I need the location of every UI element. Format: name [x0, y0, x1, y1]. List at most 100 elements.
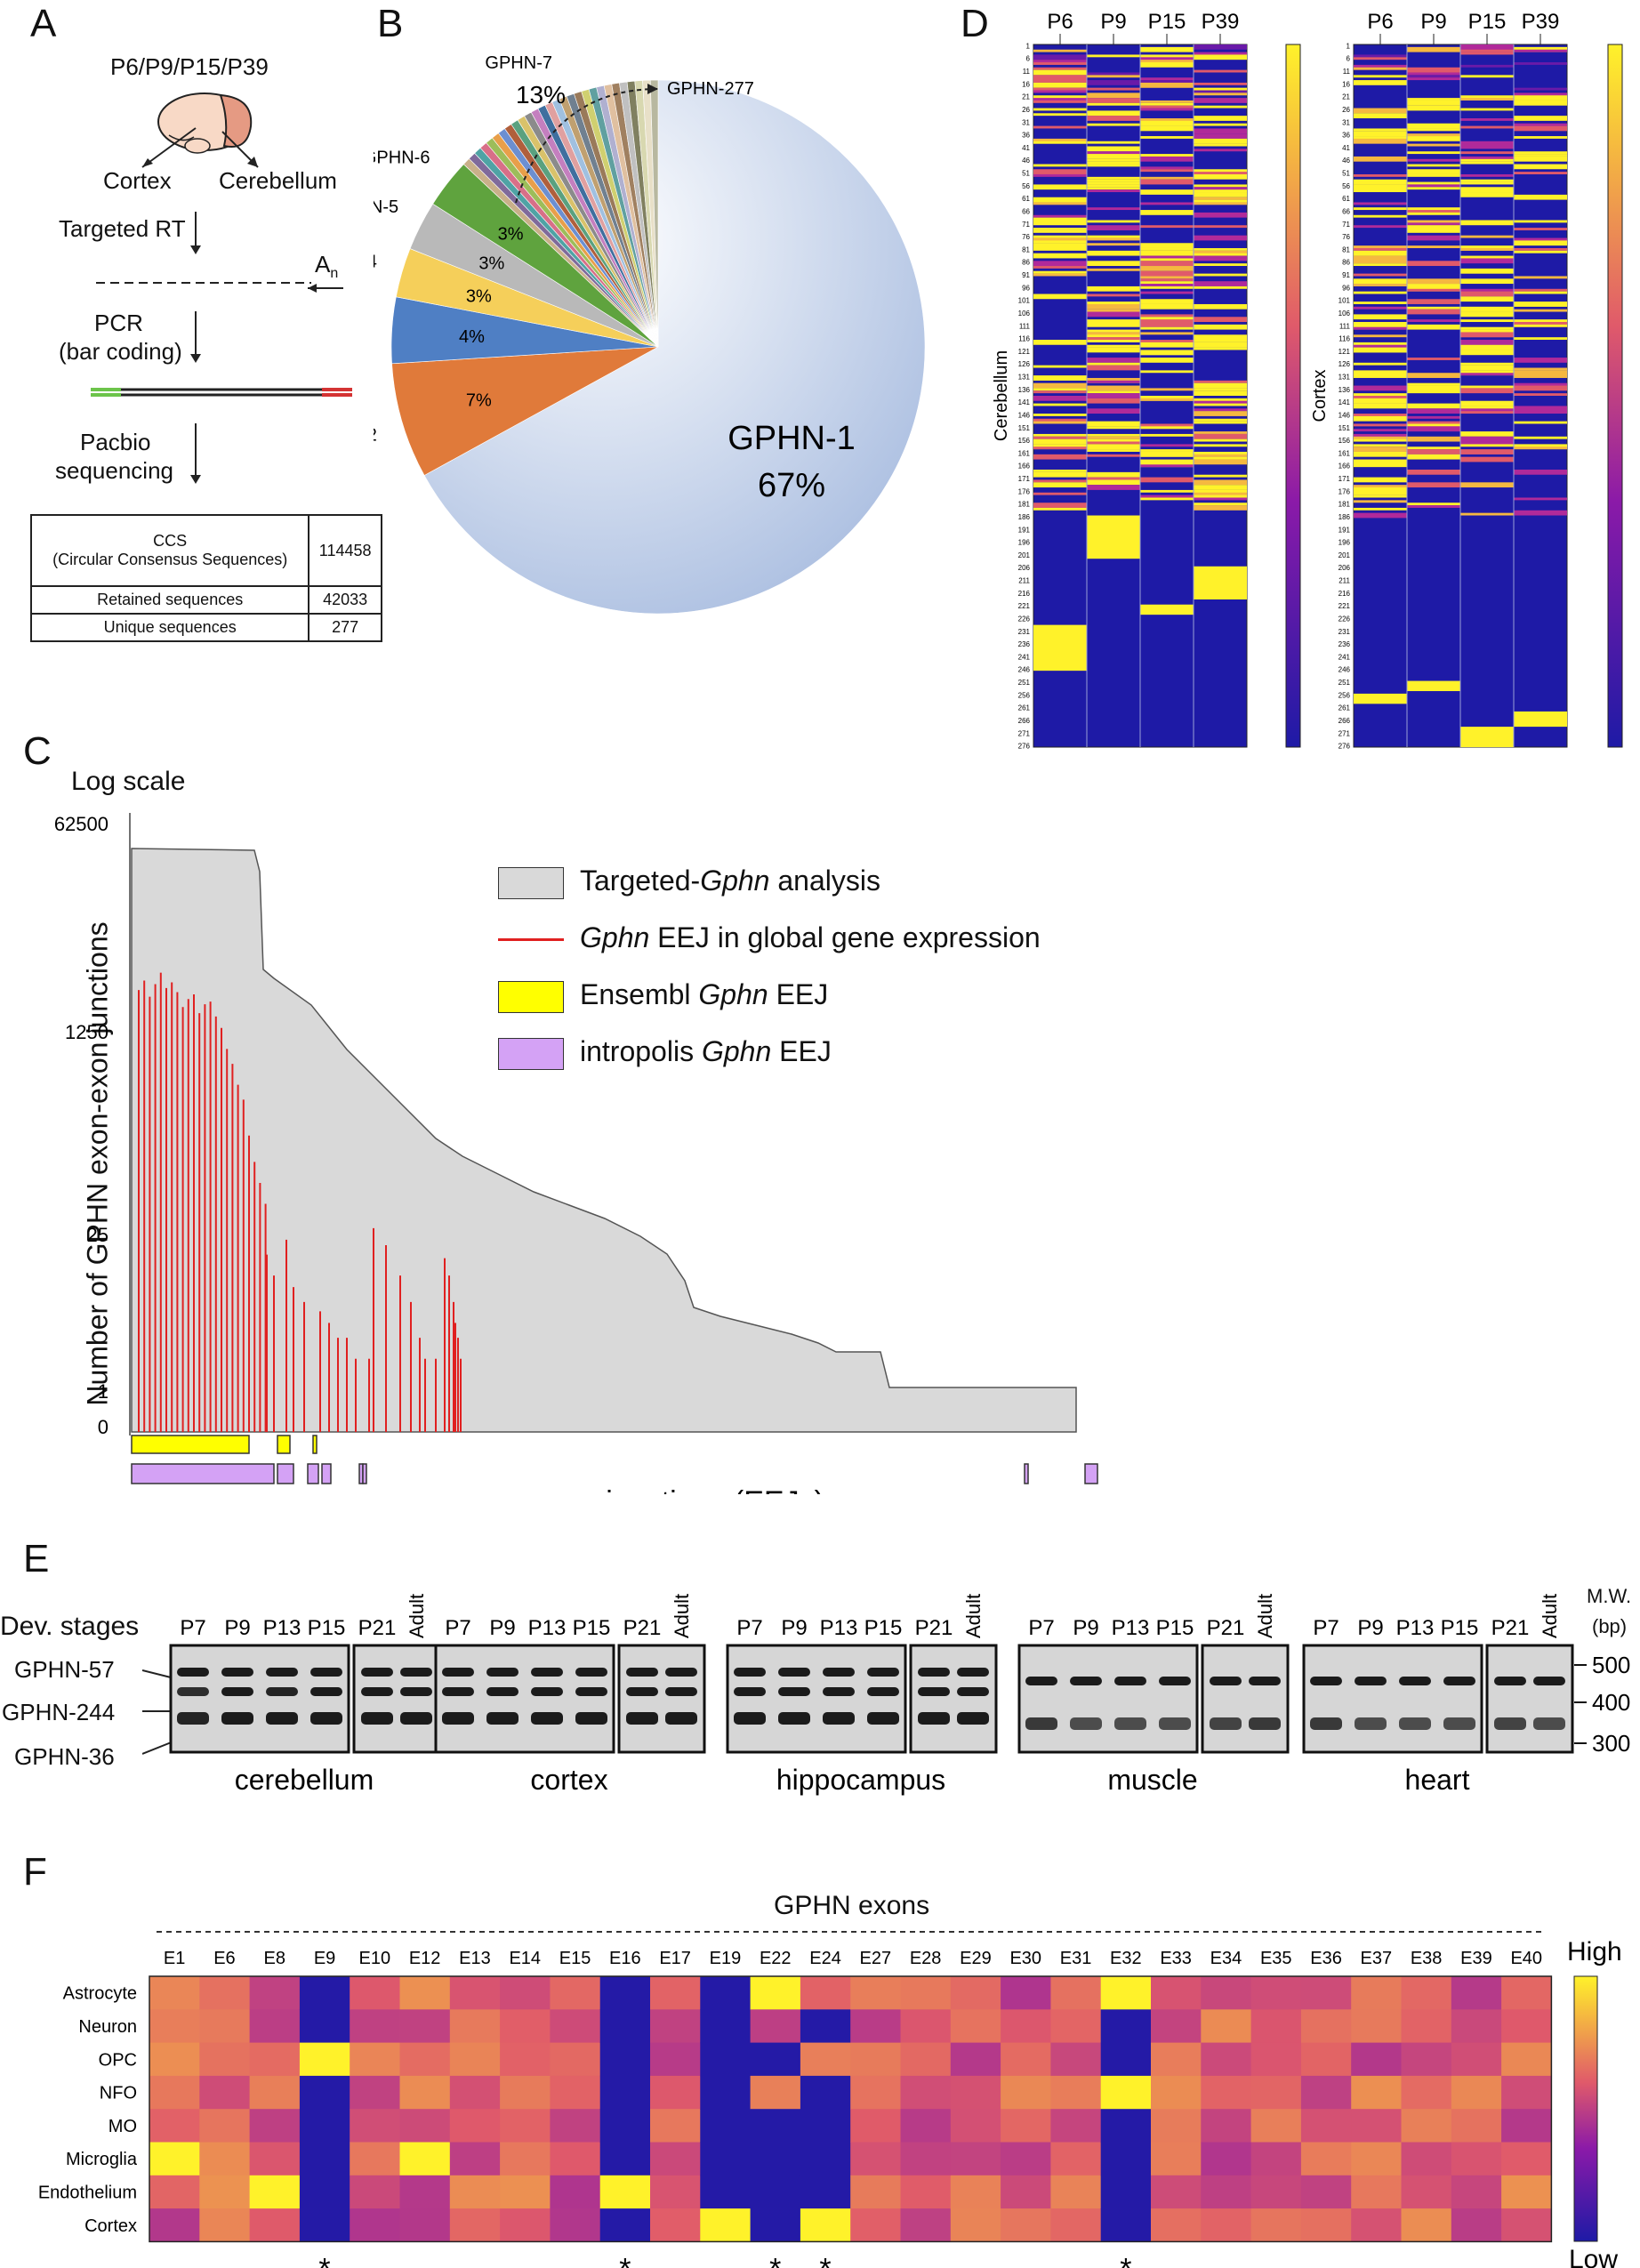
heatmap-cell: [1140, 84, 1194, 88]
heatmap-cell: [1194, 286, 1247, 289]
gel-band: [221, 1687, 253, 1696]
heatmap-cell: [1194, 317, 1247, 322]
exon-heatmap-title: GPHN exons: [774, 1891, 930, 1920]
exon-heatmap-cell: [350, 2009, 400, 2044]
heatmap-cell: [1087, 72, 1140, 76]
eej-annotation-tracks: [131, 1435, 1098, 1484]
row-tick-label: 196: [1018, 539, 1031, 547]
heatmap-cell: [1087, 123, 1140, 126]
heatmap-cell: [1514, 408, 1567, 414]
heatmap-cell: [1140, 225, 1194, 229]
heatmap-cell: [1087, 154, 1140, 159]
heatmap-cell: [1194, 438, 1247, 442]
heatmap-cell: [1087, 261, 1140, 267]
exon-heatmap-cell: [1401, 1976, 1452, 2010]
exon-column-label: E6: [213, 1949, 235, 1968]
tissue-label: cerebellum: [235, 1764, 374, 1796]
heatmap-cell: [1140, 202, 1194, 205]
row-tick-label: 46: [1022, 157, 1030, 165]
heatmap-cell: [1194, 44, 1247, 50]
exon-heatmap-cell: [249, 2042, 301, 2077]
panel-label-f: F: [23, 1850, 47, 1894]
heatmap-cell: [1407, 67, 1460, 73]
lane-label: P9: [489, 1616, 515, 1640]
sequencing-summary-table: CCS (Circular Consensus Sequences) 11445…: [29, 514, 382, 642]
heatmap-cell: [1514, 87, 1567, 91]
heatmap-cell: [1194, 398, 1247, 404]
exon-column-label: E14: [509, 1949, 541, 1968]
heatmap-cell: [1460, 75, 1514, 78]
lane-label: P7: [445, 1616, 470, 1640]
heatmap-cell: [1087, 80, 1140, 85]
heatmap-cell: [1033, 100, 1087, 103]
heatmap-cell: [1140, 495, 1194, 498]
heatmap-cell: [1514, 151, 1567, 155]
heatmap-cell: [1407, 100, 1460, 106]
heatmap-cell: [1407, 212, 1460, 215]
row-tick-label: 46: [1342, 157, 1350, 165]
heatmap-cell: [1354, 415, 1407, 422]
row-tick-label: 6: [1026, 55, 1031, 63]
heatmap-cell: [1407, 173, 1460, 177]
heatmap-cell: [1140, 255, 1194, 261]
row-tick-label: 246: [1339, 666, 1351, 674]
exon-expression-heatmap: E1 E6 E8 E9 * E10 E12 E13 E14 E15 E16 * E17 E19 E22 * E2…: [38, 1931, 1622, 2268]
heatmap-cell: [1033, 418, 1087, 424]
legend-text: Targeted-: [580, 865, 701, 897]
heatmap-cell: [1033, 438, 1087, 445]
heatmap-cell: [1087, 54, 1140, 58]
gel-box: [617, 1644, 706, 1754]
heatmap-cell: [1087, 228, 1140, 230]
heatmap-cell: [1514, 373, 1567, 378]
heatmap-cell: [1033, 214, 1087, 218]
heatmap-cell: [1087, 141, 1140, 144]
heatmap-cell: [1407, 133, 1460, 137]
cerebellum-axis-label: Cerebellum: [992, 350, 1011, 441]
gel-band: [361, 1712, 393, 1725]
heatmap-cell: [1140, 444, 1194, 447]
exon-column-label: E12: [409, 1949, 441, 1968]
heatmap-cell: [1354, 156, 1407, 162]
heatmap-cell: [1514, 164, 1567, 170]
heatmap-cell: [1407, 151, 1460, 155]
exon-heatmap-cell: [449, 2142, 501, 2176]
row-tick-label: 236: [1018, 640, 1031, 648]
heatmap-cell: [1194, 497, 1247, 501]
heatmap-cell: [1087, 184, 1140, 188]
x-axis-title: exon-exon junctions (EEJs): [456, 1485, 824, 1494]
heatmap-cell: [1033, 202, 1087, 205]
intropolis-track: [131, 1463, 1098, 1484]
exon-heatmap-cell: [1300, 2208, 1352, 2242]
exon-column-label: E1: [164, 1949, 185, 1968]
table-cell-value: 277: [308, 613, 382, 642]
row-tick-label: 211: [1018, 577, 1030, 585]
row-tick-label: 1: [1026, 42, 1031, 50]
heatmap-cell: [1140, 276, 1194, 279]
heatmap-cell: [1407, 105, 1460, 111]
lane-label: P15: [573, 1616, 611, 1640]
heatmap-cell: [1140, 77, 1194, 81]
gel-band: [1025, 1677, 1057, 1685]
gel-band: [1114, 1717, 1146, 1730]
gel-band: [665, 1687, 697, 1696]
gel-band: [531, 1668, 563, 1677]
row-tick-label: 106: [1339, 310, 1351, 318]
heatmap-cell: [1033, 229, 1087, 233]
exon-heatmap-cell: [1501, 2109, 1552, 2143]
exon-heatmap-cell: [500, 1976, 551, 2010]
heatmap-cell: [1087, 303, 1140, 310]
stage-header: P39: [1202, 10, 1240, 34]
exon-heatmap-cell: [299, 2109, 350, 2143]
heatmap-cell: [1140, 278, 1194, 282]
row-tick-label: 166: [1339, 462, 1351, 470]
heatmap-cell: [1087, 441, 1140, 445]
heatmap-cell: [1514, 220, 1567, 223]
gel-band: [310, 1687, 342, 1696]
exon-heatmap-cell: [1250, 2075, 1302, 2110]
heatmap-cell: [1087, 92, 1140, 99]
gel-band: [626, 1668, 658, 1677]
row-tick-label: 196: [1339, 539, 1351, 547]
heatmap-cell: [1407, 415, 1460, 419]
heatmap-cell: [1087, 220, 1140, 223]
heatmap-cell: [1033, 228, 1087, 230]
